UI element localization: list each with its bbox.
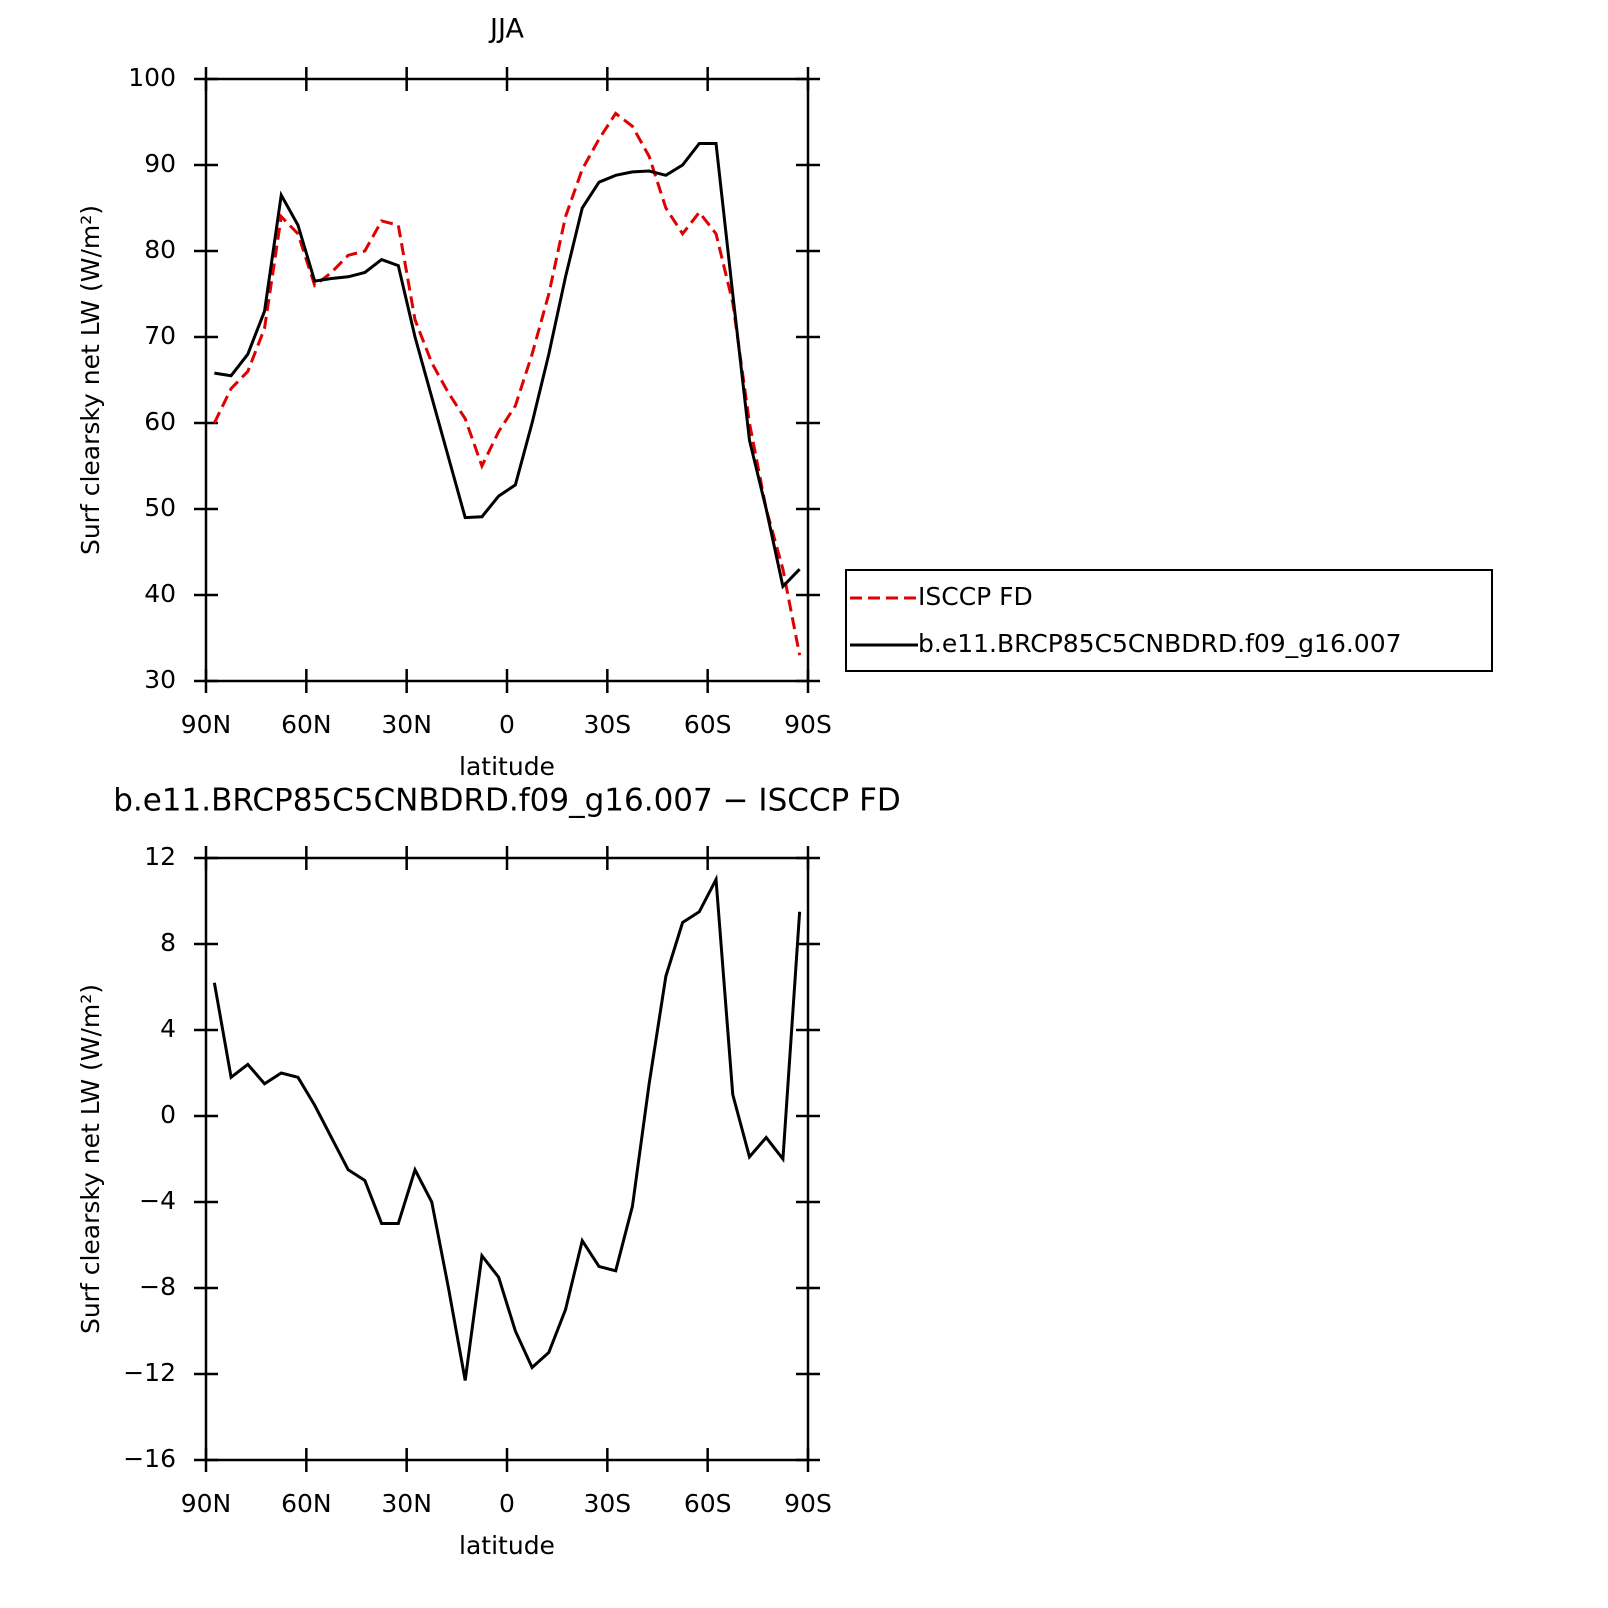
x-tick-label: 30S <box>583 710 631 739</box>
data-line <box>212 874 802 1381</box>
y-tick-label: 8 <box>160 928 176 957</box>
x-tick-label: 90S <box>784 1489 832 1518</box>
y-axis-label: Surf clearsky net LW (W/m²) <box>76 205 105 555</box>
chart-title: b.e11.BRCP85C5CNBDRD.f09_g16.007 − ISCCP… <box>113 783 901 819</box>
y-tick-label: 30 <box>144 665 176 694</box>
plot-frame <box>204 856 810 1462</box>
legend-box <box>845 569 1493 672</box>
x-tick-label: 60N <box>281 710 332 739</box>
legend-label: ISCCP FD <box>918 582 1033 611</box>
x-tick-label: 0 <box>499 1489 515 1518</box>
x-axis-label: latitude <box>459 1531 555 1560</box>
legend-label: b.e11.BRCP85C5CNBDRD.f09_g16.007 <box>918 629 1402 658</box>
x-tick-label: 90N <box>181 1489 232 1518</box>
y-tick-label: 40 <box>144 579 176 608</box>
y-tick-label: 80 <box>144 235 176 264</box>
x-axis-label: latitude <box>459 752 555 781</box>
x-tick-label: 90N <box>181 710 232 739</box>
y-tick-label: 60 <box>144 407 176 436</box>
y-tick-label: −12 <box>123 1358 176 1387</box>
y-tick-label: 50 <box>144 493 176 522</box>
y-axis-label: Surf clearsky net LW (W/m²) <box>76 984 105 1334</box>
y-tick-label: 90 <box>144 149 176 178</box>
y-tick-label: 100 <box>128 63 176 92</box>
y-tick-label: 70 <box>144 321 176 350</box>
x-tick-label: 0 <box>499 710 515 739</box>
data-line <box>213 111 802 656</box>
x-tick-label: 60N <box>281 1489 332 1518</box>
x-tick-label: 30N <box>381 1489 432 1518</box>
x-tick-label: 60S <box>684 1489 732 1518</box>
y-tick-label: −8 <box>139 1272 176 1301</box>
x-tick-label: 60S <box>684 710 732 739</box>
y-tick-label: 12 <box>144 842 176 871</box>
x-tick-label: 30N <box>381 710 432 739</box>
y-tick-label: −16 <box>123 1444 176 1473</box>
x-tick-label: 90S <box>784 710 832 739</box>
data-line <box>214 142 801 590</box>
y-tick-label: 4 <box>160 1014 176 1043</box>
x-tick-label: 30S <box>583 1489 631 1518</box>
y-tick-label: 0 <box>160 1100 176 1129</box>
chart-title: JJA <box>488 14 524 45</box>
y-tick-label: −4 <box>139 1186 176 1215</box>
